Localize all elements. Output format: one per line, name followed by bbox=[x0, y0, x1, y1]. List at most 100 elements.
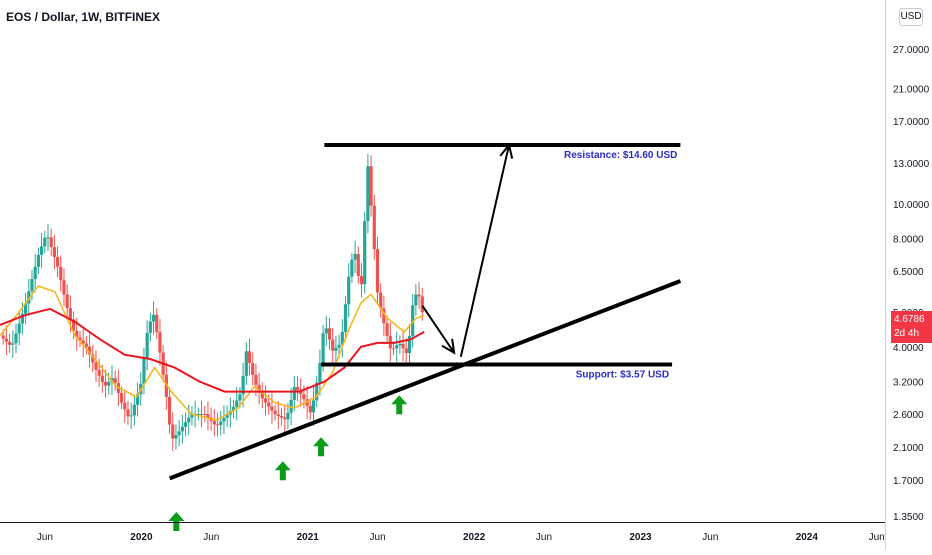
candle-body bbox=[343, 304, 348, 332]
candle-body bbox=[199, 413, 204, 415]
candle-body bbox=[17, 323, 21, 334]
price-tick-label: 6.5000 bbox=[893, 267, 924, 278]
candle-body bbox=[206, 414, 210, 418]
projection-arrow bbox=[459, 144, 511, 358]
candle-body bbox=[263, 398, 268, 403]
candle-body bbox=[187, 417, 191, 423]
candle-body bbox=[20, 313, 24, 324]
candle-body bbox=[171, 424, 175, 439]
candle-body bbox=[407, 335, 412, 353]
candle-body bbox=[11, 343, 15, 345]
candle-body bbox=[174, 435, 178, 439]
symbol-title[interactable]: EOS / Dollar, 1W, BITFINEX bbox=[6, 10, 161, 24]
candle-body bbox=[231, 406, 236, 411]
price-series bbox=[1, 153, 424, 451]
candle-body bbox=[215, 424, 220, 426]
candle-body bbox=[4, 338, 8, 342]
price-tick-label: 2.6000 bbox=[893, 410, 924, 421]
candle-body bbox=[340, 331, 344, 345]
time-tick-label: 2023 bbox=[629, 532, 652, 543]
currency-button[interactable]: USD bbox=[899, 8, 923, 26]
candle-body bbox=[315, 382, 319, 401]
candle-body bbox=[59, 266, 63, 281]
candle-body bbox=[91, 354, 95, 363]
candle-body bbox=[97, 369, 101, 376]
time-tick-label: Jun bbox=[869, 532, 885, 543]
candle-body bbox=[331, 339, 335, 351]
candle-body bbox=[267, 402, 271, 407]
time-tick-label: 2020 bbox=[130, 532, 153, 543]
candle-body bbox=[337, 344, 341, 348]
candle-body bbox=[68, 308, 72, 320]
candle-body bbox=[375, 249, 380, 293]
candle-body bbox=[196, 413, 200, 415]
price-tick-label: 4.0000 bbox=[893, 343, 924, 354]
candle-body bbox=[212, 420, 216, 425]
candle-body bbox=[347, 276, 351, 305]
time-tick-label: Jun bbox=[536, 532, 552, 543]
candle-body bbox=[283, 417, 287, 420]
candle-body bbox=[167, 396, 172, 425]
projection-arrow-head bbox=[441, 338, 456, 355]
bounce-up-arrow bbox=[391, 395, 408, 415]
candle-body bbox=[71, 319, 76, 331]
candle-body bbox=[353, 254, 357, 260]
time-axis[interactable]: Jun 2020 Jun 2021 Jun 2022 Jun 2023 Jun 2024 Jun bbox=[0, 522, 885, 544]
level-label: Support: $3.57 USD bbox=[576, 370, 669, 381]
candle-body bbox=[279, 415, 284, 418]
candle-body bbox=[148, 321, 152, 333]
candle-body bbox=[251, 363, 255, 375]
candle-body bbox=[302, 394, 306, 400]
bounce-up-arrow bbox=[313, 437, 330, 457]
candle-body bbox=[7, 341, 12, 345]
candle-body bbox=[324, 328, 328, 334]
candle-body bbox=[244, 351, 248, 376]
price-tick-label: 2.1000 bbox=[893, 443, 924, 454]
candle-body bbox=[65, 294, 69, 309]
candle-body bbox=[327, 328, 332, 340]
candle-body bbox=[420, 296, 424, 313]
price-axis[interactable]: 27.0000 21.0000 17.0000 13.0000 10.0000 8.000… bbox=[885, 0, 930, 550]
candle-body bbox=[241, 375, 245, 395]
candle-body bbox=[260, 392, 264, 399]
time-tick-label: 2024 bbox=[796, 532, 819, 543]
candle-body bbox=[356, 254, 360, 276]
candle-body bbox=[107, 381, 111, 386]
candle-body bbox=[30, 279, 34, 292]
candle-body bbox=[401, 343, 405, 349]
candle-body bbox=[36, 254, 40, 267]
candle-body bbox=[395, 345, 399, 349]
candle-body bbox=[372, 205, 376, 250]
bar-countdown: 2d 4h bbox=[894, 328, 920, 339]
candle-body bbox=[254, 374, 258, 385]
time-tick-label: Jun bbox=[203, 532, 219, 543]
candle-body bbox=[103, 381, 108, 386]
candle-body bbox=[113, 378, 117, 384]
candle-body bbox=[180, 426, 184, 432]
candle-body bbox=[100, 375, 104, 382]
candle-body bbox=[27, 291, 31, 304]
candle-body bbox=[308, 405, 312, 413]
candle-body bbox=[126, 409, 130, 417]
candle-body bbox=[235, 400, 239, 407]
candle-body bbox=[39, 246, 44, 255]
candle-body bbox=[119, 392, 124, 403]
candle-body bbox=[350, 259, 354, 277]
candle-body bbox=[334, 347, 338, 351]
candle-body bbox=[75, 330, 79, 338]
candle-body bbox=[369, 166, 373, 206]
price-tick-label: 10.0000 bbox=[893, 200, 930, 211]
candle-body bbox=[203, 413, 207, 415]
candle-body bbox=[321, 333, 325, 363]
candle-body bbox=[52, 247, 56, 257]
candle-body bbox=[379, 292, 383, 309]
candle-body bbox=[359, 275, 364, 285]
candle-body bbox=[87, 346, 92, 355]
bounce-up-arrow bbox=[168, 512, 185, 531]
candle-body bbox=[123, 402, 127, 410]
annotations: Resistance: $14.60 USD Support: $3.57 USD bbox=[168, 142, 682, 531]
price-tick-label: 27.0000 bbox=[893, 45, 930, 56]
time-tick-label: 2021 bbox=[297, 532, 320, 543]
